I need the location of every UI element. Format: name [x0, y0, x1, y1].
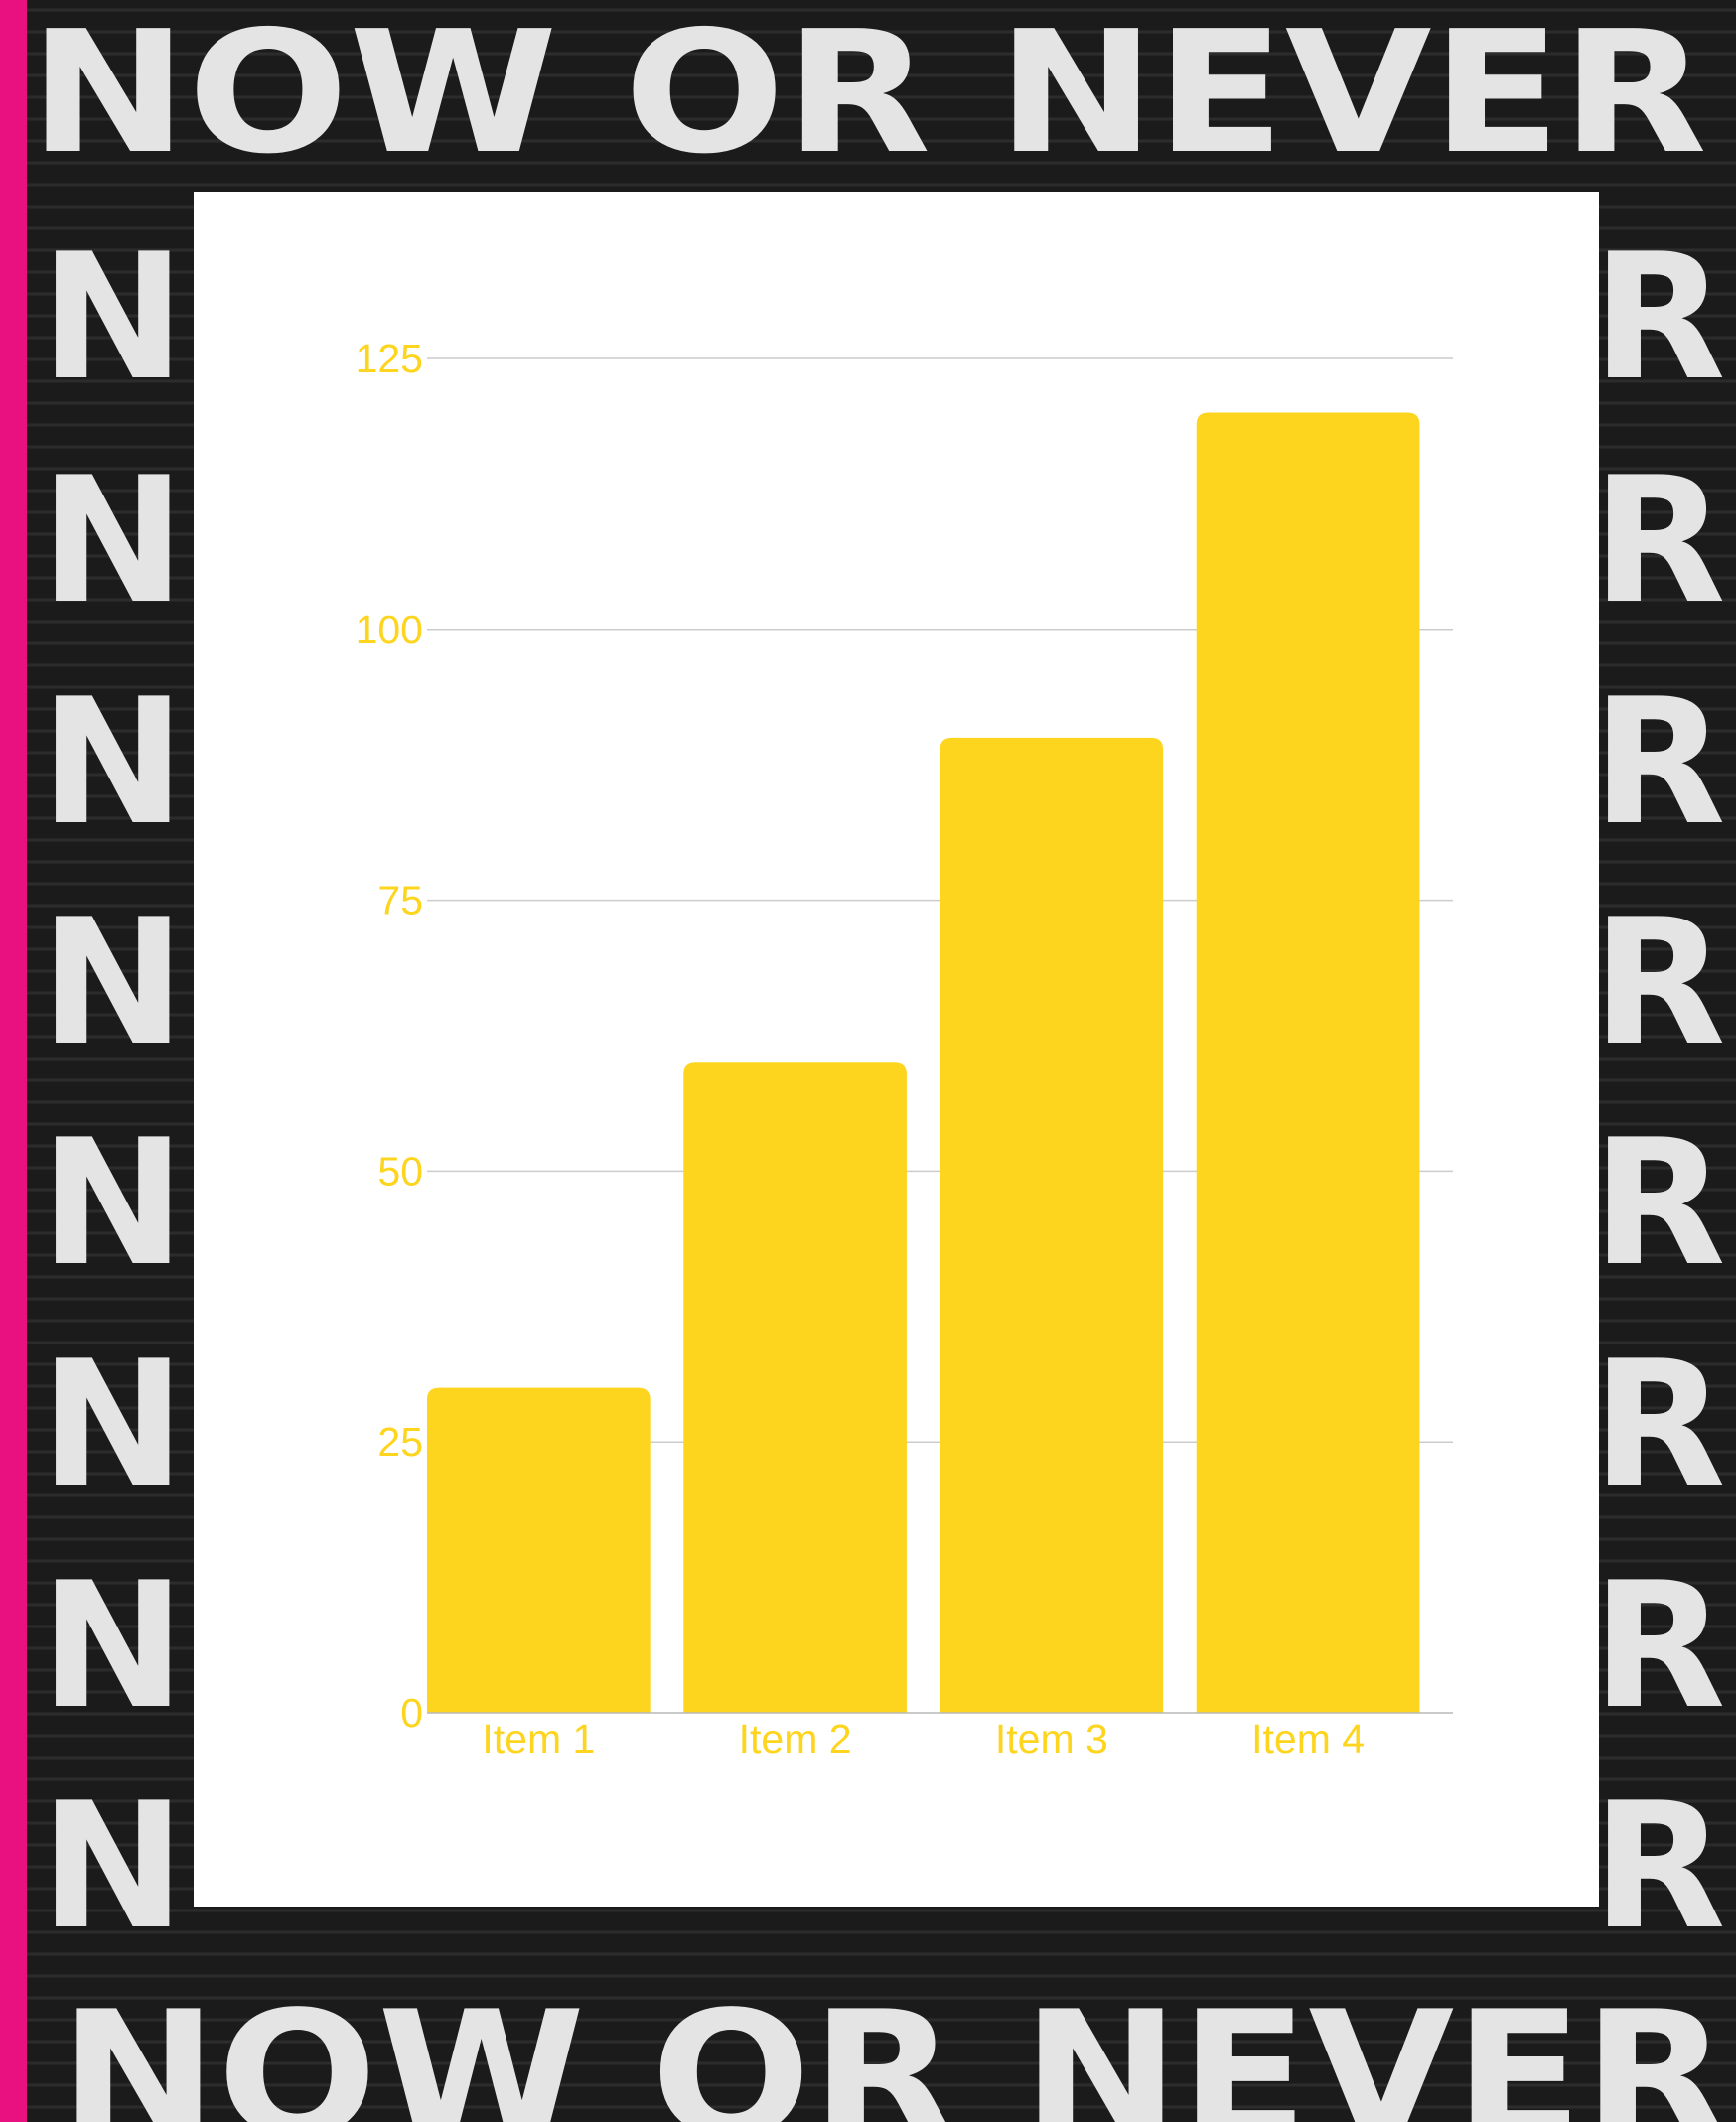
- poster-letter-right: R: [1592, 662, 1726, 864]
- poster-letter-right: R: [1592, 1767, 1726, 1968]
- x-category-label: Item 4: [1251, 1716, 1365, 1762]
- poster-letter-right: R: [1592, 1325, 1726, 1526]
- y-axis-ticks: 0 25 50 75 100 125: [356, 336, 423, 1736]
- poster-letter-right: R: [1592, 441, 1726, 642]
- y-tick-label: 0: [400, 1690, 423, 1736]
- y-tick-label: 100: [356, 607, 423, 652]
- y-tick-label: 75: [377, 878, 423, 923]
- chart-card: 0 25 50 75 100 125 Item 1 Item 2 Item 3 Item 4: [194, 192, 1599, 1907]
- poster-letter-right: R: [1592, 883, 1726, 1084]
- poster-letter-left: N: [40, 1767, 185, 1968]
- poster-letter-left: N: [40, 662, 185, 864]
- y-tick-label: 25: [377, 1419, 423, 1465]
- bars: [427, 412, 1420, 1713]
- y-tick-label: 125: [356, 336, 423, 381]
- bar-item-1: [427, 1387, 651, 1713]
- bar-item-3: [940, 737, 1164, 1713]
- x-category-label: Item 1: [482, 1716, 595, 1762]
- poster-text-top: NOW OR NEVER: [29, 0, 1707, 192]
- poster-letter-left: N: [40, 1103, 185, 1305]
- x-category-label: Item 3: [995, 1716, 1108, 1762]
- poster-letter-left: N: [40, 883, 185, 1084]
- pink-edge-stripe: [0, 0, 27, 2122]
- y-tick-label: 50: [377, 1148, 423, 1194]
- bar-item-2: [683, 1062, 907, 1713]
- bar-chart: 0 25 50 75 100 125 Item 1 Item 2 Item 3 Item 4: [356, 336, 1453, 1762]
- poster-letter-right: R: [1592, 1546, 1726, 1748]
- x-axis-labels: Item 1 Item 2 Item 3 Item 4: [482, 1716, 1365, 1762]
- poster-letter-right: R: [1592, 217, 1726, 419]
- poster-letter-left: N: [40, 441, 185, 642]
- poster-text-bottom: NOW OR NEVER: [60, 1975, 1728, 2122]
- poster-letter-right: R: [1592, 1103, 1726, 1305]
- poster-letter-left: N: [40, 1325, 185, 1526]
- bar-item-4: [1196, 412, 1420, 1713]
- x-category-label: Item 2: [739, 1716, 852, 1762]
- poster-letter-left: N: [40, 1546, 185, 1748]
- poster-letter-left: N: [40, 217, 185, 419]
